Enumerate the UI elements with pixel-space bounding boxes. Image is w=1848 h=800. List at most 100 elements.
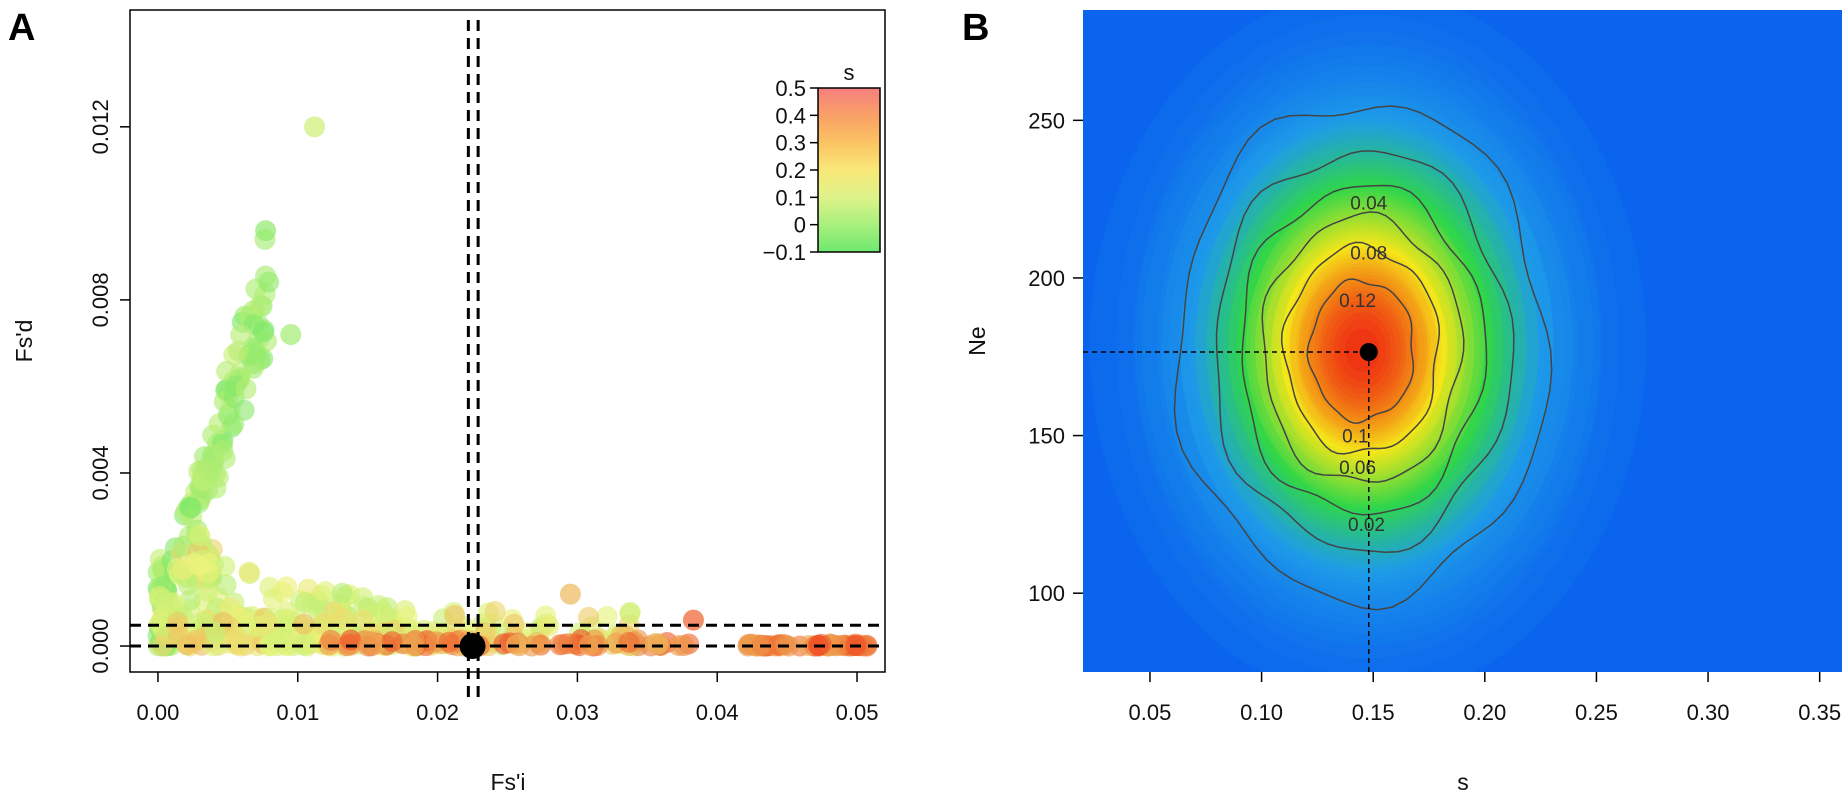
y-axis-a: 0.000 0.004 0.008 0.012 (88, 99, 130, 674)
scatter-point (322, 601, 344, 623)
scatter-point (578, 606, 600, 628)
contour-line (1261, 211, 1465, 483)
x-tick-label: 0.01 (276, 700, 319, 725)
y-axis-title-a: Fs'd (11, 320, 37, 363)
y-tick-label: 150 (1028, 424, 1065, 449)
scatter-point (559, 583, 581, 605)
panel-a: A 0.00 0.01 0.02 0.03 0.04 0.05 0.0000.0040.0… (8, 7, 886, 795)
colorbar-tick-label: 0.2 (775, 158, 806, 183)
scatter-point (304, 116, 326, 138)
highlight-point (459, 633, 486, 660)
x-tick-label: 0.25 (1575, 700, 1618, 725)
panel-b-letter: B (962, 7, 989, 49)
scatter-point (552, 633, 574, 655)
scatter-point (167, 611, 189, 633)
scatter-point (227, 340, 249, 362)
scatter-point (438, 631, 460, 653)
x-tick-label: 0.10 (1240, 700, 1283, 725)
panel-a-letter: A (8, 7, 35, 49)
scatter-point (153, 590, 175, 612)
colorbar-tick-label: 0.4 (775, 103, 806, 128)
scatter-point (189, 525, 211, 547)
scatter-point (235, 378, 257, 400)
scatter-point (212, 440, 234, 462)
x-tick-label: 0.05 (836, 700, 879, 725)
x-tick-label: 0.00 (137, 700, 180, 725)
contour-label: 0.04 (1350, 193, 1387, 214)
scatter-point (255, 220, 277, 242)
colorbar: s 0.50.4 0.30.20.1 0−0.1 (763, 60, 881, 265)
panel-b: B 0.040.080.120.10.060.02 0.05 0.10 0.15 0.… (962, 7, 1842, 795)
contour-line (1241, 184, 1488, 516)
scatter-point (280, 324, 302, 346)
contour-line (1306, 278, 1415, 424)
scatter-point (295, 591, 317, 613)
scatter-point (293, 613, 315, 635)
x-tick-label: 0.35 (1798, 700, 1841, 725)
scatter-points (147, 116, 878, 657)
scatter-point (484, 601, 506, 623)
plot-frame-a (129, 9, 886, 673)
scatter-point (200, 460, 222, 482)
mode-guide-lines (1083, 343, 1378, 672)
scatter-point (262, 588, 284, 610)
x-tick-label: 0.20 (1463, 700, 1506, 725)
y-tick-label: 100 (1028, 581, 1065, 606)
scatter-point (214, 555, 236, 577)
contour-line (1280, 241, 1441, 455)
x-tick-label: 0.05 (1129, 700, 1172, 725)
scatter-point (230, 324, 252, 346)
scatter-point (257, 612, 279, 634)
x-tick-label: 0.30 (1687, 700, 1730, 725)
scatter-point (180, 497, 202, 519)
contour-label: 0.06 (1339, 458, 1376, 479)
y-tick-label: 200 (1028, 266, 1065, 291)
scatter-point (618, 631, 640, 653)
scatter-point (258, 271, 280, 293)
scatter-point (403, 635, 425, 657)
x-axis-title-a: Fs'i (490, 769, 525, 795)
scatter-point (197, 581, 219, 603)
colorbar-tick-label: 0.5 (775, 76, 806, 101)
y-tick-label: 250 (1028, 108, 1065, 133)
y-axis-title-b: Ne (964, 326, 990, 355)
y-tick-label: 0.004 (88, 445, 113, 500)
scatter-point (215, 574, 237, 596)
contour-line (1173, 105, 1553, 611)
y-tick-label: 0.000 (88, 619, 113, 674)
scatter-point (226, 626, 248, 648)
y-tick-label: 0.012 (88, 99, 113, 154)
scatter-point (276, 576, 298, 598)
scatter-point (243, 340, 265, 362)
contour-label: 0.02 (1348, 515, 1385, 536)
x-axis-a: 0.00 0.01 0.02 0.03 0.04 0.05 (137, 672, 879, 725)
density-heatmap (1083, 10, 1842, 672)
reference-lines (130, 20, 885, 700)
scatter-point (352, 609, 374, 631)
x-tick-label: 0.03 (556, 700, 599, 725)
scatter-point (320, 629, 342, 651)
x-tick-label: 0.02 (416, 700, 459, 725)
y-axis-b: 100 150 200 250 (1028, 108, 1083, 606)
scatter-point (314, 581, 336, 603)
colorbar-tick-label: 0 (794, 213, 806, 238)
contour-label: 0.1 (1342, 427, 1368, 448)
colorbar-tick-label: −0.1 (763, 240, 806, 265)
colorbar-tick-label: 0.1 (775, 185, 806, 210)
scatter-point (238, 561, 260, 583)
y-tick-label: 0.008 (88, 272, 113, 327)
x-axis-b: 0.05 0.10 0.15 0.20 0.25 0.30 0.35 (1129, 672, 1841, 725)
contour-label: 0.08 (1350, 244, 1387, 265)
contour-label: 0.12 (1339, 291, 1376, 312)
x-tick-label: 0.04 (696, 700, 739, 725)
x-axis-title-b: s (1457, 769, 1469, 795)
scatter-point (381, 631, 403, 653)
colorbar-ramp (817, 87, 881, 253)
scatter-point (249, 295, 271, 317)
scatter-point (204, 621, 226, 643)
scatter-point (188, 555, 210, 577)
mode-point (1359, 343, 1378, 362)
scatter-point (331, 582, 353, 604)
colorbar-tick-label: 0.3 (775, 131, 806, 156)
